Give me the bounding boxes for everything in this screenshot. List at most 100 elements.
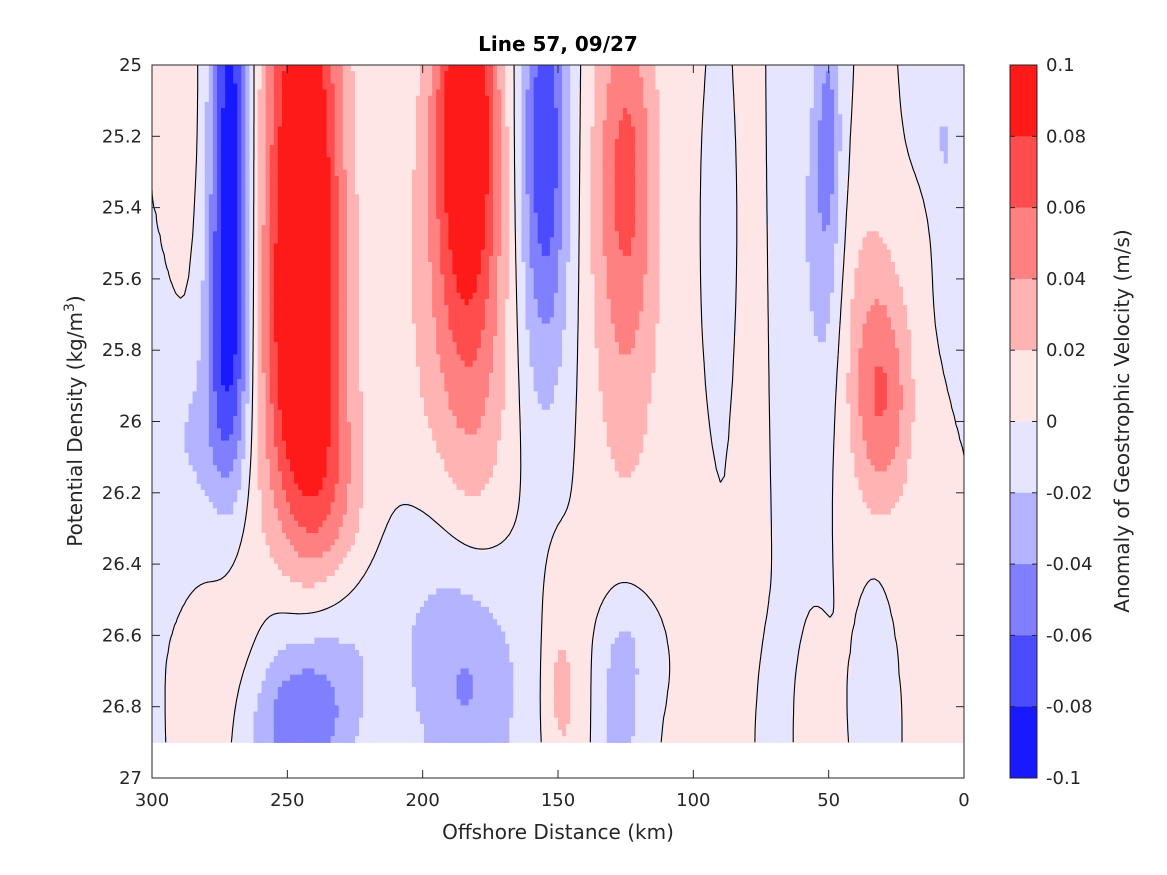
field-cell (160, 96, 165, 103)
field-cell (956, 188, 961, 195)
field-cell (534, 96, 539, 103)
field-cell (258, 176, 263, 183)
field-cell (314, 102, 319, 109)
field-cell (270, 194, 275, 201)
field-cell (457, 108, 462, 115)
field-cell (534, 83, 539, 90)
field-cell (842, 77, 847, 84)
field-cell (469, 188, 474, 195)
field-cell (164, 102, 169, 109)
field-cell (773, 120, 778, 127)
field-cell (773, 194, 778, 201)
field-cell (180, 207, 185, 214)
field-cell (830, 96, 835, 103)
field-cell (578, 151, 583, 158)
field-cell (505, 200, 510, 207)
field-cell (432, 77, 437, 84)
field-cell (278, 77, 283, 84)
field-cell (692, 120, 697, 127)
field-cell (282, 194, 287, 201)
field-cell (745, 207, 750, 214)
field-cell (189, 170, 194, 177)
field-cell (647, 133, 652, 140)
field-cell (209, 96, 214, 103)
field-cell (684, 194, 689, 201)
field-cell (424, 139, 429, 146)
field-cell (834, 90, 839, 97)
field-cell (554, 90, 559, 97)
field-cell (420, 170, 425, 177)
field-cell (331, 157, 336, 164)
field-cell (704, 188, 709, 195)
field-cell (189, 71, 194, 78)
field-cell (724, 96, 729, 103)
field-cell (838, 133, 843, 140)
field-cell (538, 176, 543, 183)
field-cell (428, 213, 433, 220)
field-cell (448, 157, 453, 164)
field-cell (428, 83, 433, 90)
field-cell (164, 176, 169, 183)
field-cell (367, 207, 372, 214)
field-cell (899, 170, 904, 177)
field-cell (729, 102, 734, 109)
field-cell (858, 139, 863, 146)
field-cell (339, 207, 344, 214)
field-cell (225, 133, 230, 140)
field-cell (396, 71, 401, 78)
field-cell (627, 77, 632, 84)
field-cell (590, 114, 595, 121)
field-cell (867, 65, 872, 72)
field-cell (798, 164, 803, 171)
field-cell (948, 207, 953, 214)
field-cell (180, 90, 185, 97)
field-cell (327, 133, 332, 140)
field-cell (554, 194, 559, 201)
field-cell (729, 164, 734, 171)
field-cell (526, 157, 531, 164)
field-cell (923, 194, 928, 201)
field-cell (680, 151, 685, 158)
field-cell (343, 170, 348, 177)
field-cell (343, 213, 348, 220)
field-cell (392, 108, 397, 115)
field-cell (599, 164, 604, 171)
field-cell (793, 108, 798, 115)
field-cell (558, 139, 563, 146)
field-cell (688, 164, 693, 171)
field-cell (489, 176, 494, 183)
field-cell (907, 65, 912, 72)
field-cell (936, 200, 941, 207)
field-cell (542, 151, 547, 158)
field-cell (647, 139, 652, 146)
field-cell (363, 83, 368, 90)
field-cell (461, 83, 466, 90)
field-cell (383, 77, 388, 84)
field-cell (639, 77, 644, 84)
field-cell (944, 127, 949, 134)
field-cell (887, 188, 892, 195)
field-cell (704, 182, 709, 189)
field-cell (314, 83, 319, 90)
field-cell (793, 176, 798, 183)
field-cell (570, 194, 575, 201)
field-cell (676, 213, 681, 220)
field-cell (392, 164, 397, 171)
field-cell (599, 114, 604, 121)
field-cell (595, 145, 600, 152)
field-cell (944, 213, 949, 220)
field-cell (400, 77, 405, 84)
field-cell (521, 213, 526, 220)
field-cell (871, 71, 876, 78)
field-cell (781, 164, 786, 171)
field-cell (611, 102, 616, 109)
field-cell (631, 77, 636, 84)
field-cell (582, 65, 587, 72)
field-cell (172, 145, 177, 152)
field-cell (310, 120, 315, 127)
field-cell (509, 194, 514, 201)
field-cell (371, 182, 376, 189)
field-cell (176, 145, 181, 152)
field-cell (457, 90, 462, 97)
field-cell (891, 188, 896, 195)
